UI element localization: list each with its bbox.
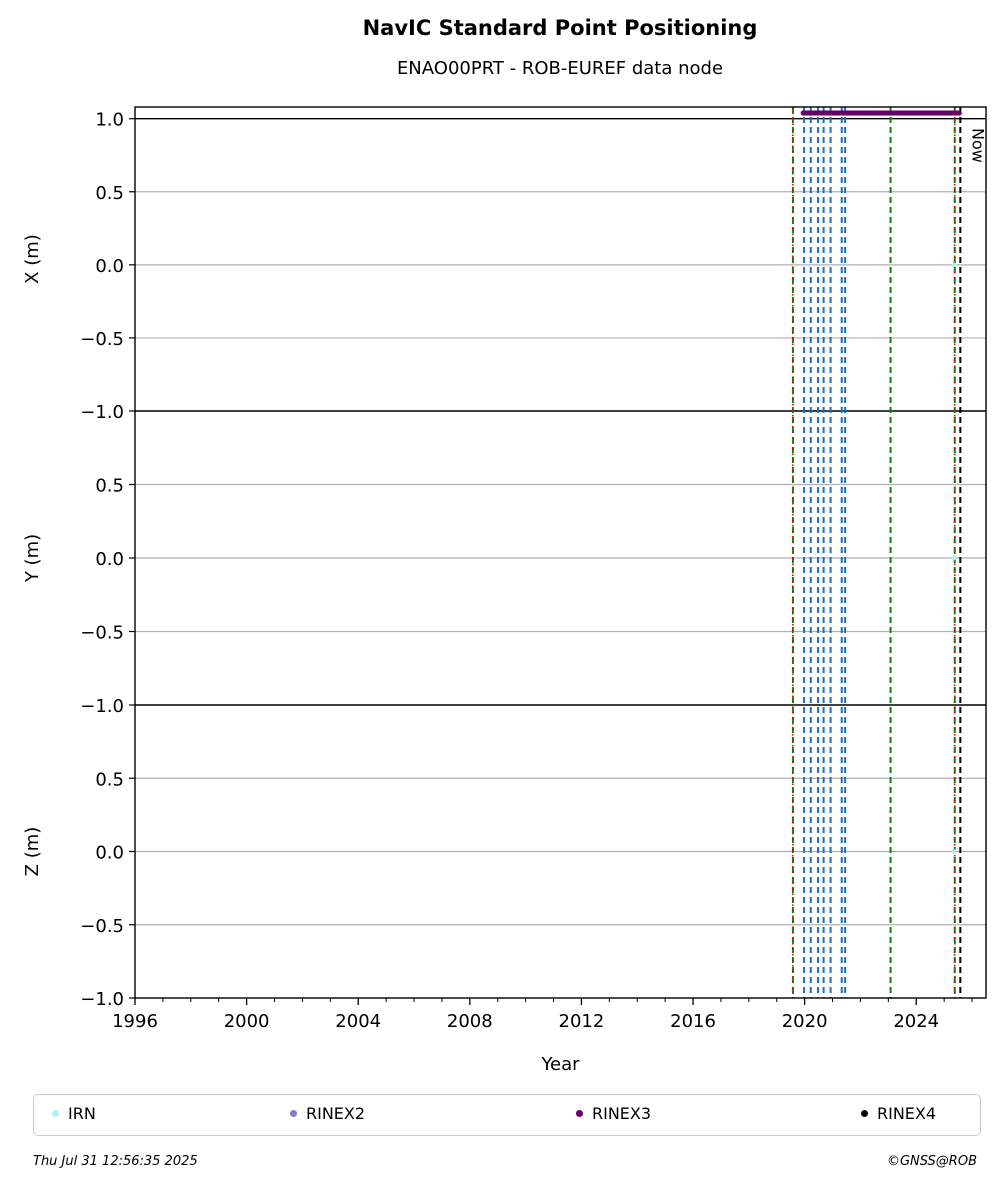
y-tick-label: 0.5 [95, 183, 124, 204]
legend-marker-irn [52, 1110, 59, 1117]
rinex3-point [807, 110, 814, 116]
rinex3-point [898, 110, 904, 116]
rinex3-point [956, 110, 962, 116]
rinex3-point [952, 110, 959, 116]
legend-label-rinex3: RINEX3 [592, 1104, 652, 1123]
y-tick-label: −1.0 [80, 696, 124, 717]
rinex3-point [818, 110, 824, 116]
rinex3-point [833, 110, 839, 116]
rinex3-point [887, 110, 893, 116]
rinex3-point [840, 110, 846, 116]
y-tick-label: 0.0 [95, 549, 124, 570]
rinex3-point [949, 110, 955, 116]
legend-marker-rinex4 [861, 1110, 868, 1117]
y-tick-label: 0.5 [95, 476, 124, 497]
rinex3-point [829, 110, 835, 116]
x-axis-label: Year [540, 1054, 580, 1075]
rinex3-point [873, 110, 879, 116]
rinex3-point [927, 110, 933, 116]
legend-marker-rinex3 [576, 1110, 583, 1117]
rinex3-point [934, 110, 941, 116]
y-tick-label: −1.0 [80, 402, 124, 423]
x-tick-label: 1996 [112, 1011, 158, 1032]
rinex3-point [938, 110, 944, 116]
chart-svg: 1.0 0.5 0.0 −0.5 −1.0 X (m) 0.5 0.0 −0.5 −1.0 Y (m… [22, 106, 987, 1075]
plot-frame [134, 106, 987, 999]
rinex3-point [916, 110, 922, 116]
chart-subtitle: ENAO00PRT - ROB-EUREF data node [396, 58, 724, 79]
irn-point [951, 262, 957, 268]
rinex3-point [923, 110, 930, 116]
y-axis-label: Y (m) [22, 534, 43, 583]
y-tick-label: 0.0 [95, 843, 124, 864]
rinex3-point [942, 110, 948, 116]
legend-label-rinex4: RINEX4 [877, 1104, 937, 1123]
rinex3-point [909, 110, 915, 116]
x-tick-label: 2020 [782, 1011, 828, 1032]
irn-point [951, 555, 957, 561]
y-tick-label: 0.5 [95, 769, 124, 790]
legend-item-irn: IRN [52, 1104, 96, 1123]
rinex3-point [862, 110, 868, 116]
chart-title: NavIC Standard Point Positioning [362, 16, 758, 40]
legend-label-irn: IRN [68, 1104, 96, 1123]
legend-item-rinex2: RINEX2 [290, 1104, 365, 1123]
rinex3-point [931, 110, 937, 116]
legend-marker-rinex2 [290, 1110, 297, 1117]
x-tick-label: 2012 [559, 1011, 605, 1032]
rinex3-point [913, 110, 919, 116]
rinex3-point [826, 110, 832, 116]
rinex3-point [894, 110, 901, 116]
legend-item-rinex3: RINEX3 [576, 1104, 651, 1123]
y-axis-label: Z (m) [22, 827, 43, 877]
rinex3-point [851, 110, 857, 116]
rinex3-point [844, 110, 850, 116]
rinex3-point [945, 110, 951, 116]
legend-item-rinex4: RINEX4 [861, 1104, 936, 1123]
rinex3-point [880, 110, 886, 116]
rinex3-point [905, 110, 912, 116]
y-tick-label: −0.5 [80, 623, 124, 644]
legend: IRN RINEX2 RINEX3 RINEX4 [33, 1094, 981, 1136]
irn-point [951, 849, 957, 854]
footer-timestamp: Thu Jul 31 12:56:35 2025 [33, 1154, 198, 1169]
x-tick-label: 2024 [893, 1011, 939, 1032]
rinex3-point [869, 110, 875, 116]
rinex3-point [811, 110, 817, 116]
rinex3-point [815, 110, 821, 116]
x-tick-label: 2004 [335, 1011, 381, 1032]
y-tick-label: −0.5 [80, 916, 124, 937]
now-label: Now [968, 128, 987, 163]
rinex3-point [855, 110, 861, 116]
y-tick-label: −0.5 [80, 329, 124, 350]
legend-label-rinex2: RINEX2 [306, 1104, 366, 1123]
rinex3-point [876, 110, 883, 116]
rinex3-point [858, 110, 864, 116]
rinex3-point [804, 110, 810, 116]
rinex3-point [822, 110, 828, 116]
x-tick-label: 2008 [447, 1011, 493, 1032]
y-axis-label: X (m) [22, 234, 43, 284]
rinex3-point [865, 110, 872, 116]
footer-copyright: ©GNSS@ROB [886, 1154, 977, 1169]
rinex3-point [836, 110, 843, 116]
y-tick-label: −1.0 [80, 989, 124, 1010]
rinex3-point [891, 110, 897, 116]
x-tick-label: 2016 [670, 1011, 716, 1032]
rinex3-point [847, 110, 853, 116]
rinex3-point [902, 110, 908, 116]
rinex3-point [800, 110, 806, 116]
rinex3-point [884, 110, 890, 116]
y-tick-label: 0.0 [95, 256, 124, 277]
x-tick-label: 2000 [224, 1011, 270, 1032]
rinex3-point [920, 110, 926, 116]
y-tick-label: 1.0 [95, 110, 124, 131]
